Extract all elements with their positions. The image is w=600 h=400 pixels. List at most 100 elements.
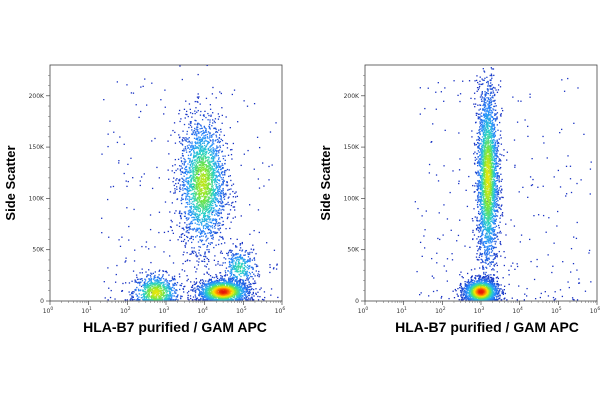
event-dot: [179, 284, 181, 286]
event-dot: [164, 290, 167, 292]
event-dot: [185, 137, 187, 139]
event-dot: [202, 231, 204, 233]
event-dot: [207, 283, 209, 285]
event-dot: [156, 286, 159, 288]
event-dot: [192, 165, 194, 167]
event-dot: [198, 132, 200, 135]
event-dot: [213, 211, 215, 213]
event-dot: [189, 112, 192, 114]
event-dot: [255, 270, 257, 272]
event-dot: [177, 168, 179, 170]
event-dot: [212, 168, 215, 170]
event-dot: [236, 253, 238, 255]
event-dot: [216, 299, 218, 301]
event-dot: [225, 194, 227, 196]
event-dot: [238, 296, 240, 299]
event-dot: [211, 185, 213, 187]
event-dot: [208, 171, 210, 173]
event-dot: [195, 298, 198, 300]
event-dot: [237, 270, 239, 273]
event-dot: [201, 260, 203, 262]
event-dot: [240, 266, 242, 269]
event-dot: [230, 251, 232, 253]
event-dot: [230, 281, 232, 283]
event-dot: [237, 280, 239, 282]
event-dot: [190, 154, 192, 157]
event-dot: [200, 175, 202, 177]
event-dot: [187, 115, 189, 118]
event-dot: [231, 93, 233, 96]
event-dot: [183, 183, 185, 186]
event-dot: [149, 299, 151, 301]
event-dot: [215, 273, 217, 276]
event-dot: [221, 166, 224, 169]
event-dot: [200, 140, 203, 142]
event-dot: [224, 283, 226, 285]
event-dot: [211, 93, 214, 95]
event-dot: [191, 160, 194, 163]
event-dot: [213, 285, 216, 287]
event-dot: [183, 185, 185, 187]
event-dot: [173, 172, 176, 174]
event-dot: [240, 258, 242, 260]
event-dot: [136, 297, 139, 300]
event-dot: [199, 190, 201, 192]
event-dot: [195, 131, 197, 133]
event-dot: [186, 181, 188, 183]
event-dot: [188, 226, 190, 229]
event-dot: [204, 217, 206, 219]
event-dot: [196, 286, 198, 288]
event-dot: [191, 197, 193, 199]
event-dot: [210, 178, 212, 180]
event-dot: [236, 266, 238, 269]
event-dot: [250, 283, 252, 286]
event-dot: [200, 146, 203, 148]
event-dot: [184, 211, 187, 213]
event-dot: [213, 165, 216, 167]
event-dot: [103, 98, 105, 101]
event-dot: [200, 180, 203, 182]
event-dot: [202, 215, 205, 217]
event-dot: [214, 140, 216, 142]
event-dot: [247, 253, 249, 255]
event-dot: [224, 275, 226, 277]
event-dot: [207, 295, 210, 298]
event-dot: [246, 290, 248, 292]
event-dot: [233, 277, 235, 279]
event-dot: [209, 282, 212, 284]
event-dot: [178, 109, 181, 112]
event-dot: [238, 283, 241, 285]
event-dot: [217, 260, 219, 263]
event-dot: [162, 285, 164, 287]
event-dot: [217, 200, 219, 202]
event-dot: [212, 187, 214, 189]
event-dot: [228, 299, 230, 301]
event-dot: [158, 281, 160, 284]
event-dot: [175, 296, 177, 298]
event-dot: [147, 297, 150, 299]
event-dot: [194, 207, 196, 210]
event-dot: [206, 179, 209, 181]
event-dot: [180, 157, 182, 159]
event-dot: [196, 229, 198, 231]
event-dot: [194, 123, 196, 125]
event-dot: [168, 280, 171, 282]
event-dot: [147, 283, 149, 285]
event-dot: [190, 177, 193, 179]
event-dot: [249, 283, 252, 285]
event-dot: [171, 229, 173, 232]
event-dot: [248, 283, 250, 286]
event-dot: [186, 168, 188, 171]
event-dot: [202, 153, 204, 156]
event-dot: [203, 166, 205, 168]
event-dot: [236, 285, 239, 287]
event-dot: [191, 250, 194, 252]
event-dot: [179, 288, 181, 291]
event-dot: [190, 236, 192, 238]
event-dot: [210, 140, 212, 142]
event-dot: [212, 160, 215, 162]
event-dot: [212, 296, 214, 299]
event-dot: [181, 198, 183, 201]
event-dot: [195, 154, 197, 157]
event-dot: [208, 170, 210, 172]
